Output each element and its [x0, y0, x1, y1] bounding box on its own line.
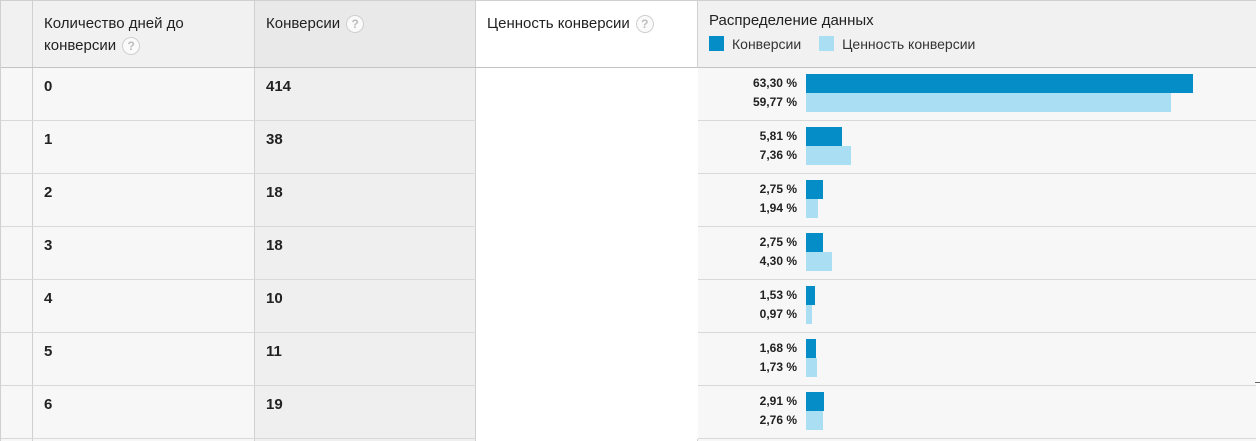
- row-value-cell: [476, 227, 698, 280]
- legend-item-value: Ценность конверсии: [819, 36, 975, 52]
- row-value-cell: [476, 174, 698, 227]
- header-conversions[interactable]: Конверсии?: [255, 1, 476, 67]
- conversions-bar: [806, 180, 823, 199]
- table-row[interactable]: 4 10 1,53 % 0,97 %: [1, 280, 1256, 333]
- row-value-cell: [476, 280, 698, 333]
- conversions-bar: [806, 127, 842, 146]
- help-icon[interactable]: ?: [122, 37, 141, 56]
- header-value[interactable]: Ценность конверсии?: [476, 1, 698, 67]
- row-conversions-value: 19: [266, 396, 283, 413]
- legend-item-conversions: Конверсии: [709, 36, 801, 52]
- header-days-label[interactable]: Количество дней до конверсии: [44, 15, 184, 54]
- header-days[interactable]: Количество дней до конверсии?: [33, 1, 255, 67]
- row-conversions-value: 10: [266, 290, 283, 307]
- header-conversions-label[interactable]: Конверсии: [266, 15, 341, 32]
- table-row[interactable]: 2 18 2,75 % 1,94 %: [1, 174, 1256, 227]
- value-bar: [806, 358, 817, 377]
- value-bar: [806, 252, 833, 271]
- conversions-bar: [806, 286, 816, 305]
- row-value-cell: [476, 121, 698, 174]
- row-days-value: 4: [44, 290, 53, 307]
- header-distribution-label: Распределение данных: [709, 12, 874, 29]
- row-value-cell: [476, 386, 698, 439]
- header-distribution: Распределение данных Конверсии Ценность …: [698, 1, 1256, 67]
- row-conversions-value: 18: [266, 184, 283, 201]
- value-percent-label: 59,77 %: [752, 95, 797, 109]
- legend-swatch-value: [819, 36, 835, 51]
- edge-marker: [1255, 382, 1260, 383]
- table-row[interactable]: 3 18 2,75 % 4,30 %: [1, 227, 1256, 280]
- row-value-cell: [476, 333, 698, 386]
- row-days-value: 1: [44, 131, 53, 148]
- value-bar: [806, 93, 1172, 112]
- distribution-legend: Конверсии Ценность конверсии: [709, 35, 1245, 53]
- row-conversions-value: 11: [266, 343, 282, 360]
- row-conversions-value: 414: [266, 78, 292, 95]
- legend-label-value: Ценность конверсии: [842, 36, 976, 52]
- row-days-value: 5: [44, 343, 53, 360]
- value-percent-label: 4,30 %: [759, 254, 797, 268]
- value-bar: [806, 305, 812, 324]
- row-days-value: 0: [44, 78, 53, 95]
- row-conversions-value: 38: [266, 131, 283, 148]
- conversions-bar: [806, 392, 824, 411]
- conversions-percent-label: 1,68 %: [759, 341, 797, 355]
- conversions-column: [255, 0, 476, 441]
- row-value-cell: [476, 68, 698, 121]
- row-days-value: 6: [44, 396, 53, 413]
- conversions-percent-label: 2,75 %: [759, 235, 797, 249]
- row-days-value: 2: [44, 184, 53, 201]
- table-row[interactable]: 6 19 2,91 % 2,76 %: [1, 386, 1256, 439]
- table-row[interactable]: 1 38 5,81 % 7,36 %: [1, 121, 1256, 174]
- header-value-label[interactable]: Ценность конверсии: [487, 15, 630, 32]
- value-bar: [806, 199, 818, 218]
- conversions-bar: [806, 339, 817, 358]
- conversions-percent-label: 1,53 %: [759, 288, 797, 302]
- help-icon[interactable]: ?: [635, 15, 654, 34]
- table-row[interactable]: 5 11 1,68 % 1,73 %: [1, 333, 1256, 386]
- table-header: Количество дней до конверсии? Конверсии?…: [1, 0, 1256, 68]
- row-days-value: 3: [44, 237, 53, 254]
- select-column: [1, 0, 33, 441]
- conversions-percent-label: 63,30 %: [752, 76, 797, 90]
- value-bar: [806, 146, 851, 165]
- legend-label-conversions: Конверсии: [732, 36, 802, 52]
- conversions-percent-label: 2,75 %: [759, 182, 797, 196]
- conversions-percent-label: 5,81 %: [759, 129, 797, 143]
- distribution-column: [698, 0, 1256, 441]
- value-percent-label: 0,97 %: [759, 307, 797, 321]
- conversions-bar: [806, 74, 1193, 93]
- row-conversions-value: 18: [266, 237, 283, 254]
- header-select-cell: [1, 1, 33, 67]
- help-icon[interactable]: ?: [346, 15, 365, 34]
- conversions-bar: [806, 233, 823, 252]
- table-row[interactable]: 0 414 63,30 % 59,77 %: [1, 68, 1256, 121]
- value-percent-label: 1,73 %: [759, 360, 797, 374]
- value-percent-label: 1,94 %: [759, 201, 797, 215]
- value-percent-label: 7,36 %: [759, 148, 797, 162]
- days-column: [33, 0, 255, 441]
- value-percent-label: 2,76 %: [759, 413, 797, 427]
- legend-swatch-conversions: [709, 36, 724, 51]
- conversions-percent-label: 2,91 %: [759, 394, 797, 408]
- value-bar: [806, 411, 823, 430]
